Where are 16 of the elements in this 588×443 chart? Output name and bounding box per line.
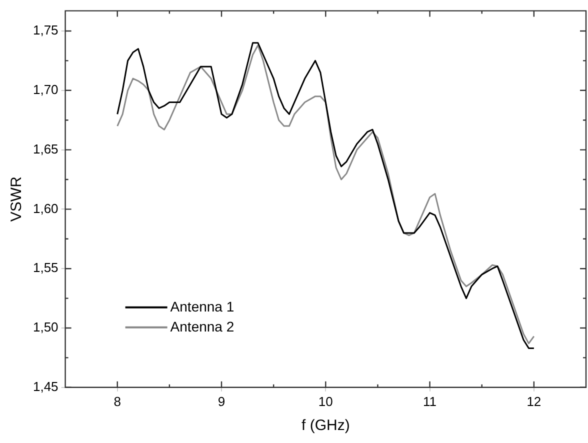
y-tick-label: 1,45 <box>32 378 58 394</box>
x-tick-label: 12 <box>526 394 542 409</box>
x-tick-label: 11 <box>423 394 437 409</box>
y-tick-label: 1,75 <box>32 22 58 38</box>
y-tick-label: 1,65 <box>32 141 58 156</box>
x-axis-title: f (GHz) <box>301 417 350 434</box>
y-axis-title: VSWR <box>8 176 26 222</box>
x-tick-label: 8 <box>114 394 121 409</box>
y-tick-label: 1,55 <box>32 260 58 276</box>
y-tick-label: 1,70 <box>32 82 58 97</box>
x-tick-label: 10 <box>318 394 333 409</box>
y-tick-label: 1,60 <box>32 200 58 216</box>
legend-label: Antenna 2 <box>170 318 234 334</box>
y-tick-label: 1,50 <box>32 320 58 335</box>
x-tick-label: 9 <box>218 394 226 409</box>
legend-label: Antenna 1 <box>170 298 234 314</box>
